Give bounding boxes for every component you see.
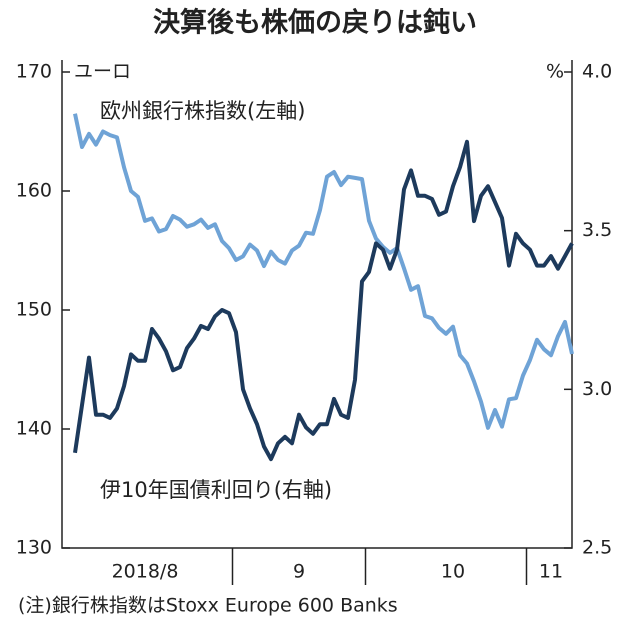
chart-title: 決算後も株価の戻りは鈍い xyxy=(153,7,477,39)
y2-tick-label: 4.0 xyxy=(582,61,612,83)
series-line xyxy=(73,113,574,430)
axis-frame xyxy=(61,60,573,549)
x-tick-label: 9 xyxy=(293,561,305,583)
y2-tick-label: 2.5 xyxy=(582,537,612,559)
series-label: 欧州銀行株指数(左軸) xyxy=(100,99,305,123)
series-line xyxy=(73,139,574,462)
y-tick-label: 170 xyxy=(16,61,52,83)
note: (注)銀行株指数はStoxx Europe 600 Banks xyxy=(18,595,398,617)
y-unit: ユーロ xyxy=(74,61,131,83)
x-tick-label: 10 xyxy=(441,561,465,583)
y-tick-label: 160 xyxy=(16,180,52,202)
series-label: 伊10年国債利回り(右軸) xyxy=(100,478,332,502)
x-tick-label: 2018/8 xyxy=(112,561,179,583)
y2-tick-label: 3.0 xyxy=(582,378,612,400)
y-tick-label: 140 xyxy=(16,418,52,440)
y2-tick-label: 3.5 xyxy=(582,219,612,241)
y-tick-label: 150 xyxy=(16,299,52,321)
y2-unit: % xyxy=(546,61,564,83)
x-tick-label: 11 xyxy=(539,561,563,583)
y-tick-label: 130 xyxy=(16,537,52,559)
